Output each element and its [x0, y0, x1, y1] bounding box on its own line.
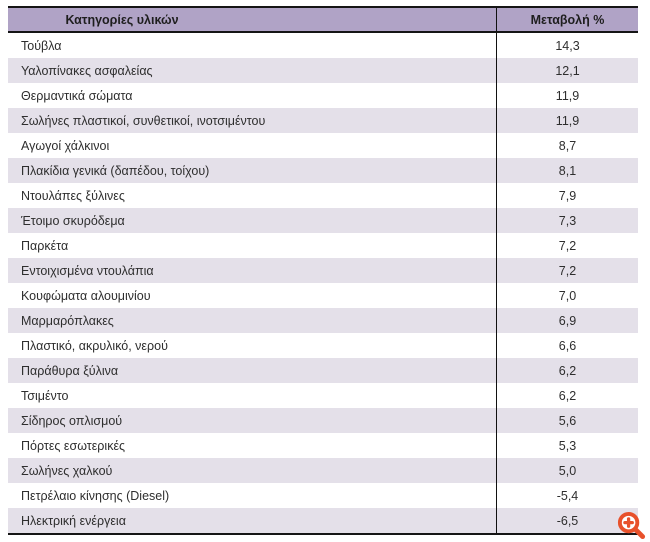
material-label: Κουφώματα αλουμινίου: [8, 283, 497, 308]
change-value: 8,7: [558, 138, 577, 153]
material-label: Πετρέλαιο κίνησης (Diesel): [8, 483, 497, 508]
change-value: -6,5: [556, 513, 579, 528]
material-label: Έτοιμο σκυρόδεμα: [8, 208, 497, 233]
change-value: 7,9: [558, 188, 577, 203]
material-label: Πλακίδια γενικά (δαπέδου, τοίχου): [8, 158, 497, 183]
material-label: Ντουλάπες ξύλινες: [8, 183, 497, 208]
change-value: 6,2: [558, 388, 577, 403]
material-label: Τσιμέντο: [8, 383, 497, 408]
zoom-in-magnifier-glyph: [617, 511, 646, 540]
table-row: Παράθυρα ξύλινα 6,2: [8, 358, 638, 383]
table-row: Σωλήνες πλαστικοί, συνθετικοί, ινοτσιμέν…: [8, 108, 638, 133]
header-cell-categories: Κατηγορίες υλικών: [8, 8, 497, 31]
table-row: Κουφώματα αλουμινίου 7,0: [8, 283, 638, 308]
material-label: Υαλοπίνακες ασφαλείας: [8, 58, 497, 83]
change-value: 5,0: [558, 463, 577, 478]
zoom-in-icon[interactable]: [616, 510, 647, 541]
change-value: 6,6: [558, 338, 577, 353]
change-value: 7,3: [558, 213, 577, 228]
table-row: Πλαστικό, ακρυλικό, νερού 6,6: [8, 333, 638, 358]
table-row: Τσιμέντο 6,2: [8, 383, 638, 408]
change-value: 5,6: [558, 413, 577, 428]
change-value: 6,9: [558, 313, 577, 328]
table-row: Ντουλάπες ξύλινες 7,9: [8, 183, 638, 208]
change-value: 12,1: [555, 63, 580, 78]
material-label: Μαρμαρόπλακες: [8, 308, 497, 333]
change-value: -5,4: [556, 488, 579, 503]
table-row: Πλακίδια γενικά (δαπέδου, τοίχου) 8,1: [8, 158, 638, 183]
change-value: 7,0: [558, 288, 577, 303]
table-row: Σωλήνες χαλκού 5,0: [8, 458, 638, 483]
table-row: Πόρτες εσωτερικές 5,3: [8, 433, 638, 458]
material-label: Σωλήνες χαλκού: [8, 458, 497, 483]
change-value: 14,3: [555, 38, 580, 53]
material-label: Αγωγοί χάλκινοι: [8, 133, 497, 158]
change-value: 6,2: [558, 363, 577, 378]
change-value: 7,2: [558, 263, 577, 278]
material-label: Παράθυρα ξύλινα: [8, 358, 497, 383]
material-label: Εντοιχισμένα ντουλάπια: [8, 258, 497, 283]
materials-table: Κατηγορίες υλικών Μεταβολή % Τούβλα 14,3…: [8, 6, 638, 535]
table-row: Μαρμαρόπλακες 6,9: [8, 308, 638, 333]
material-label: Παρκέτα: [8, 233, 497, 258]
material-label: Σωλήνες πλαστικοί, συνθετικοί, ινοτσιμέν…: [8, 108, 497, 133]
change-value: 11,9: [555, 113, 580, 128]
header-label-categories: Κατηγορίες υλικών: [65, 12, 179, 27]
change-value: 5,3: [558, 438, 577, 453]
material-label: Θερμαντικά σώματα: [8, 83, 497, 108]
material-label: Πλαστικό, ακρυλικό, νερού: [8, 333, 497, 358]
material-label: Τούβλα: [8, 33, 497, 58]
header-cell-change-percent: Μεταβολή %: [530, 12, 605, 27]
change-value: 11,9: [555, 88, 580, 103]
material-label: Πόρτες εσωτερικές: [8, 433, 497, 458]
table-row: Ηλεκτρική ενέργεια -6,5: [8, 508, 638, 533]
table-header-row: Κατηγορίες υλικών Μεταβολή %: [8, 8, 638, 33]
table-row: Υαλοπίνακες ασφαλείας 12,1: [8, 58, 638, 83]
material-label: Σίδηρος οπλισμού: [8, 408, 497, 433]
change-value: 7,2: [558, 238, 577, 253]
table-row: Αγωγοί χάλκινοι 8,7: [8, 133, 638, 158]
material-label: Ηλεκτρική ενέργεια: [8, 508, 497, 533]
table-row: Παρκέτα 7,2: [8, 233, 638, 258]
table-row: Θερμαντικά σώματα 11,9: [8, 83, 638, 108]
table-row: Εντοιχισμένα ντουλάπια 7,2: [8, 258, 638, 283]
table-row: Πετρέλαιο κίνησης (Diesel) -5,4: [8, 483, 638, 508]
change-value: 8,1: [558, 163, 577, 178]
table-row: Έτοιμο σκυρόδεμα 7,3: [8, 208, 638, 233]
table-row: Τούβλα 14,3: [8, 33, 638, 58]
table-row: Σίδηρος οπλισμού 5,6: [8, 408, 638, 433]
